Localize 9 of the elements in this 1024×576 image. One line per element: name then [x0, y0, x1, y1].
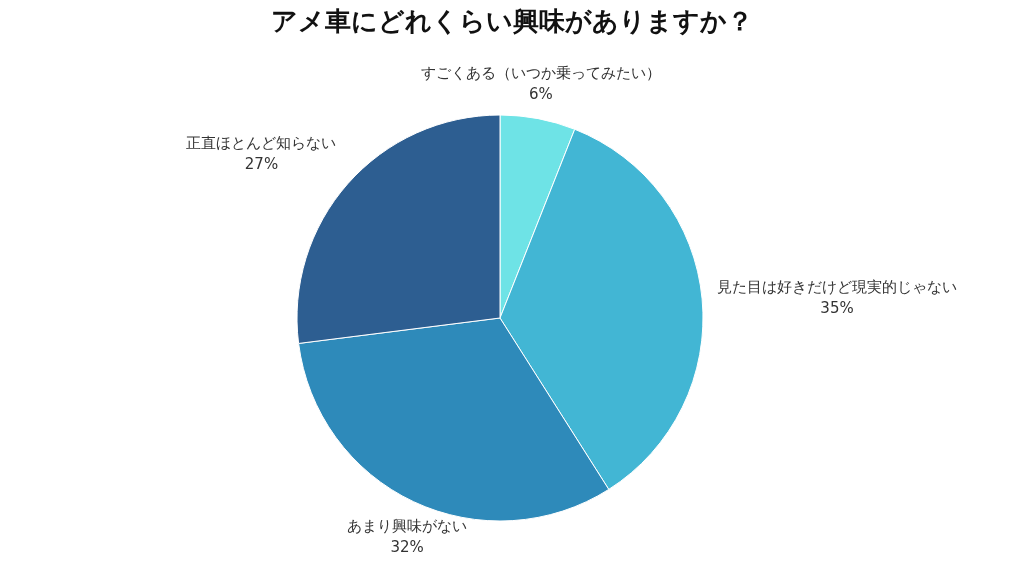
slice-label: すごくある（いつか乗ってみたい） — [420, 63, 661, 82]
chart-title: アメ車にどれくらい興味がありますか？ — [271, 6, 753, 36]
slice-label: 正直ほとんど知らない — [186, 133, 337, 152]
data-label: 35% — [820, 299, 854, 318]
data-label: 32% — [390, 538, 424, 557]
slice-label: 見た目は好きだけど現実的じゃない — [717, 278, 958, 297]
data-label: 27% — [244, 154, 279, 173]
slice-label: あまり興味がない — [347, 517, 468, 536]
data-label: 6% — [528, 84, 553, 103]
